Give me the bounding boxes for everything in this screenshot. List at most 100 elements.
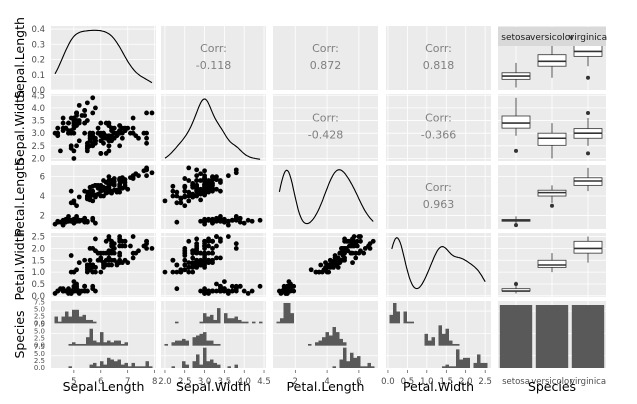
scatter-point [370,238,376,244]
scatter-point [229,283,235,289]
scatter-point [103,180,109,185]
histogram-bar [466,357,470,368]
y-tick-label: 6 [40,173,45,183]
y-tick-label: 3.0 [31,129,45,139]
scatter-point [202,173,207,179]
histogram-bar [185,364,189,368]
scatter-point [128,243,133,249]
histogram-bar [89,319,93,324]
histogram-bar [93,340,97,346]
scatter-point [178,269,184,275]
scatter-point [198,178,204,183]
histogram-bar [315,342,319,346]
x-tick-label: 0.0 [381,377,395,387]
strip-label: versicolor [530,33,574,43]
histogram-bar [96,366,100,368]
scatter-point [103,190,109,196]
histogram-bar [210,359,214,368]
histogram-bar [329,335,333,346]
scatter-point [119,135,125,141]
scatter-point [71,123,77,129]
scatter-point [237,215,243,221]
scatter-point [214,218,219,224]
histogram-bar [353,357,357,368]
histogram-bar [350,352,354,368]
scatter-point [170,257,176,263]
scatter-point [144,167,149,173]
scatter-point [313,269,319,275]
scatter-point [136,173,141,179]
scatter-point [194,248,200,254]
scatter-point [117,186,123,192]
panel-0-3 [386,26,491,90]
x-tick-label: 2 [293,377,298,387]
histogram-bar [442,366,446,368]
scatter-point [144,238,149,244]
y-tick-label: 0.3 [31,40,45,50]
histogram-bar [407,321,411,324]
scatter-point [202,250,207,256]
histogram-bar [217,364,221,368]
corr-label: Corr: [312,112,339,125]
scatter-point [198,288,204,294]
histogram-bar [210,340,214,346]
histogram-bar [86,319,90,324]
histogram-bar [234,364,238,368]
histogram-bar [445,364,449,368]
scatter-point [182,203,188,209]
density-curve [278,169,374,225]
scatter-point [71,148,77,154]
corr-label: Corr: [425,181,452,194]
x-tick-label: 2.0 [158,377,172,387]
scatter-point [66,286,71,292]
y-tick-label: 5.0 [34,328,45,336]
scatter-point [95,130,101,136]
histogram-bar [396,311,400,324]
panel-1-2 [273,94,378,161]
scatter-point [130,255,136,261]
histogram-bar [206,316,210,324]
histogram-bar [182,361,186,368]
scatter-point [82,130,88,136]
scatter-point [60,218,66,224]
scatter-point [249,288,255,294]
x-tick-label: setosa [502,377,530,387]
box-body [573,44,603,57]
histogram-bar [322,337,326,346]
scatter-point [117,123,123,129]
histogram-bar [142,366,146,368]
histogram-bar [346,361,350,368]
scatter-point [103,238,109,244]
scatter-point [95,182,101,188]
scatter-point [68,253,74,258]
histogram-bar [131,362,135,368]
scatter-point [76,260,82,266]
histogram-bar [452,366,456,368]
histogram-bar [175,340,179,346]
scatter-point [106,183,112,189]
histogram-bar [473,362,477,368]
scatter-point [174,219,180,225]
scatter-point [106,148,112,154]
scatter-point [74,203,79,209]
scatter-point [225,222,231,228]
scatter-point [170,193,176,199]
scatter-point [362,246,368,251]
corr-value: -0.428 [308,129,343,142]
scatter-point [90,262,96,268]
panel-3-3 [386,233,491,297]
scatter-point [68,143,74,149]
scatter-point [130,115,136,121]
scatter-point [122,182,128,188]
histogram-bar [149,366,153,368]
histogram-bar [100,332,104,346]
scatter-point [190,255,196,261]
scatter-point [218,283,223,289]
scatter-point [308,267,314,273]
corr-value: 0.872 [310,59,342,72]
scatter-point [136,248,141,254]
scatter-point [55,130,61,136]
histogram-bar [68,316,72,324]
scatter-point [84,219,90,225]
scatter-point [71,156,77,161]
